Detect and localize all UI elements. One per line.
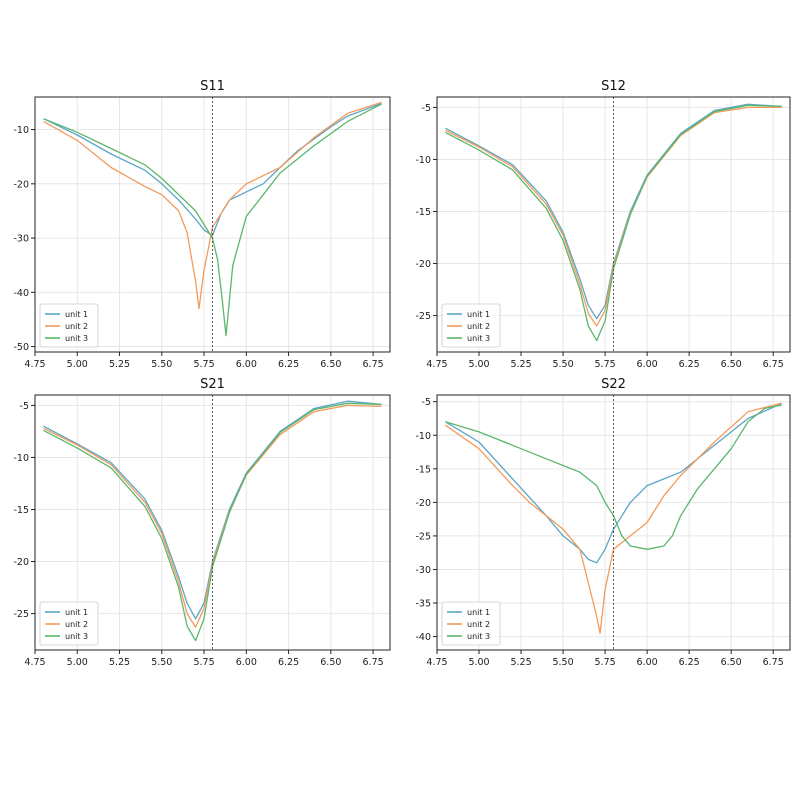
y-tick-label: -10 [415, 431, 431, 442]
plot-frame [34, 394, 391, 651]
x-tick-label: 6.75 [763, 359, 784, 370]
legend-label: unit 3 [65, 334, 88, 343]
chart-title: S21 [200, 377, 225, 392]
series-line-unit-3 [43, 103, 382, 337]
x-tick-label: 6.50 [320, 657, 341, 668]
y-tick-label: -5 [422, 103, 431, 114]
x-tick-label: 4.75 [24, 657, 45, 668]
plot-frame [436, 394, 791, 651]
legend-label: unit 1 [65, 310, 88, 319]
y-tick-label: -25 [13, 609, 29, 620]
x-tick-label: 6.75 [363, 657, 384, 668]
x-tick-label: 5.25 [510, 359, 531, 370]
series-line-unit-1 [43, 400, 382, 620]
series-line-unit-3 [445, 104, 782, 342]
y-tick-label: -5 [422, 397, 431, 408]
x-tick-label: 4.75 [24, 359, 45, 370]
legend-label: unit 1 [65, 608, 88, 617]
x-tick-label: 6.50 [320, 359, 341, 370]
x-tick-label: 6.00 [637, 359, 658, 370]
legend-label: unit 3 [65, 632, 88, 641]
legend-label: unit 1 [467, 608, 490, 617]
series-line-unit-2 [445, 402, 782, 634]
x-tick-label: 5.50 [552, 359, 573, 370]
y-tick-label: -20 [415, 498, 431, 509]
series-line-unit-1 [445, 103, 782, 320]
x-tick-label: 5.75 [193, 657, 214, 668]
x-tick-label: 5.00 [468, 657, 489, 668]
plot-frame [436, 96, 791, 353]
chart-title: S22 [601, 377, 626, 392]
legend: unit 1 unit 2 unit 3 [39, 303, 99, 348]
legend-label: unit 3 [467, 334, 490, 343]
y-tick-label: -25 [415, 311, 431, 322]
y-tick-label: -10 [13, 453, 29, 464]
x-tick-label: 6.00 [236, 657, 257, 668]
series-line-unit-3 [43, 402, 382, 642]
x-tick-label: 5.75 [595, 657, 616, 668]
y-tick-label: -10 [415, 155, 431, 166]
plot-frame [34, 96, 391, 353]
y-tick-label: -15 [415, 207, 431, 218]
y-tick-label: -35 [415, 599, 431, 610]
y-tick-label: -10 [13, 125, 29, 136]
series-line-unit-1 [445, 403, 782, 564]
series-line-unit-2 [43, 404, 382, 628]
series-line-unit-3 [445, 404, 782, 550]
legend: unit 1 unit 2 unit 3 [39, 601, 99, 646]
legend-label: unit 2 [65, 620, 88, 629]
legend-label: unit 2 [467, 322, 490, 331]
chart-title: S11 [200, 79, 225, 94]
x-tick-label: 5.50 [151, 359, 172, 370]
x-tick-label: 4.75 [426, 657, 447, 668]
x-tick-label: 5.50 [151, 657, 172, 668]
y-tick-label: -30 [13, 234, 29, 245]
y-tick-label: -15 [415, 464, 431, 475]
x-tick-label: 4.75 [426, 359, 447, 370]
series-line-unit-2 [445, 106, 782, 327]
x-tick-label: 5.25 [109, 359, 130, 370]
chart-title: S12 [601, 79, 626, 94]
x-tick-label: 5.75 [193, 359, 214, 370]
y-tick-label: -20 [415, 259, 431, 270]
y-tick-label: -30 [415, 565, 431, 576]
y-tick-label: -50 [13, 342, 29, 353]
x-tick-label: 5.25 [109, 657, 130, 668]
panel-s11: S11 4.75 5.00 5.25 5.50 5.75 6.00 6.25 6.50 6.75 -… [13, 79, 391, 370]
y-tick-label: -20 [13, 179, 29, 190]
panel-s12: S12 4.75 5.00 5.25 5.50 5.75 6.00 6.25 6.50 6.75 -… [415, 79, 791, 370]
x-tick-label: 5.25 [510, 657, 531, 668]
x-tick-label: 6.25 [679, 657, 700, 668]
x-tick-label: 6.25 [278, 359, 299, 370]
x-tick-label: 5.75 [595, 359, 616, 370]
legend-label: unit 2 [65, 322, 88, 331]
legend: unit 1 unit 2 unit 3 [441, 601, 501, 646]
y-tick-label: -40 [415, 632, 431, 643]
panel-s22: S22 4.75 5.00 5.25 5.50 5.75 6.00 6.25 6.50 6.75 -… [415, 377, 791, 668]
x-tick-label: 6.50 [721, 359, 742, 370]
series-line-unit-2 [43, 101, 382, 310]
panel-s21: S21 4.75 5.00 5.25 5.50 5.75 6.00 6.25 6.50 6.75 -… [13, 377, 391, 668]
x-tick-label: 6.75 [363, 359, 384, 370]
legend-label: unit 2 [467, 620, 490, 629]
x-tick-label: 6.25 [278, 657, 299, 668]
y-tick-label: -15 [13, 505, 29, 516]
x-tick-label: 6.00 [236, 359, 257, 370]
y-tick-label: -20 [13, 557, 29, 568]
x-tick-label: 6.25 [679, 359, 700, 370]
x-tick-label: 5.00 [67, 359, 88, 370]
x-tick-label: 5.50 [552, 657, 573, 668]
y-tick-label: -5 [20, 401, 29, 412]
legend: unit 1 unit 2 unit 3 [441, 303, 501, 348]
legend-label: unit 3 [467, 632, 490, 641]
x-tick-label: 5.00 [468, 359, 489, 370]
x-tick-label: 6.00 [637, 657, 658, 668]
y-tick-label: -40 [13, 288, 29, 299]
legend-label: unit 1 [467, 310, 490, 319]
y-tick-label: -25 [415, 531, 431, 542]
x-tick-label: 6.50 [721, 657, 742, 668]
x-tick-label: 6.75 [763, 657, 784, 668]
x-tick-label: 5.00 [67, 657, 88, 668]
